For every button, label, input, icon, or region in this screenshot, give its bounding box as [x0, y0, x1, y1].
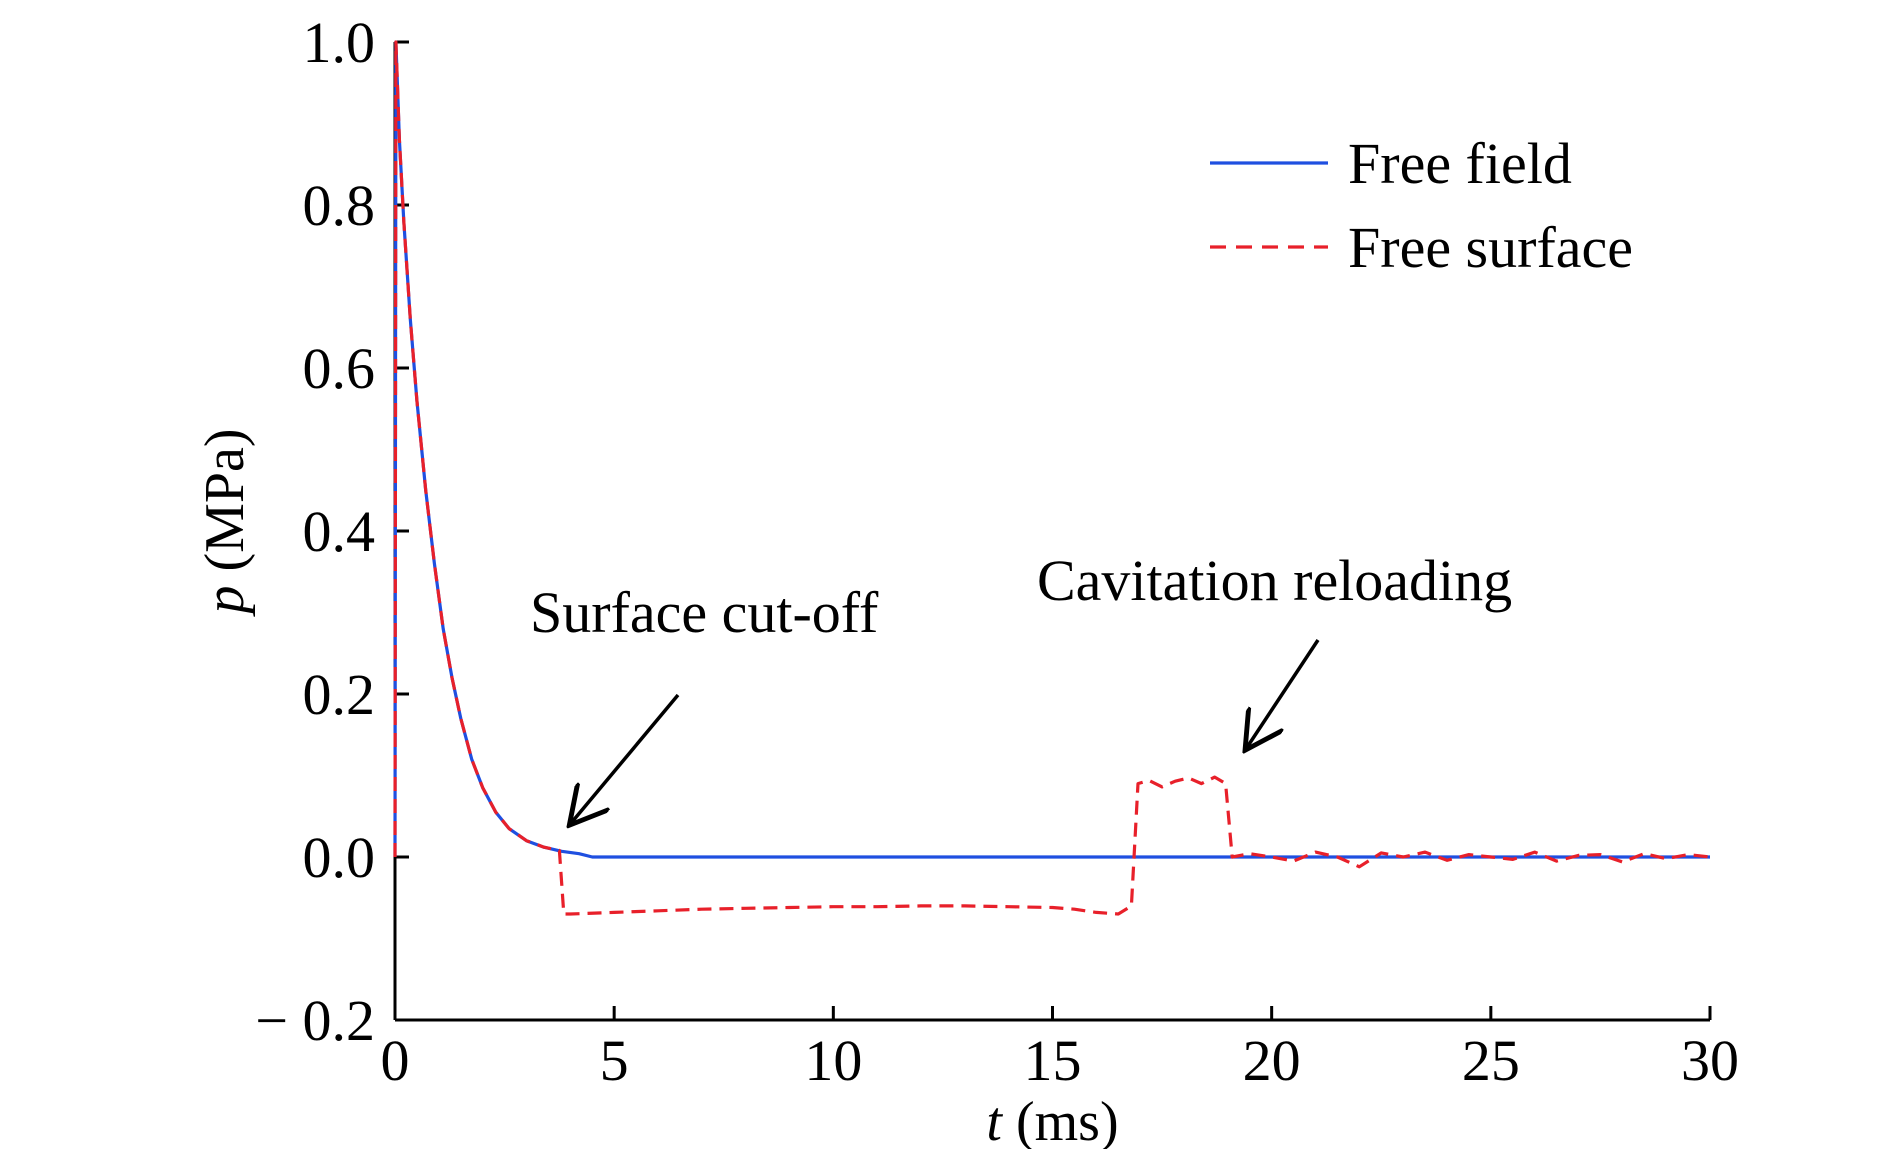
x-tick-label: 5 [600, 1028, 629, 1093]
annotation-surface-cutoff: Surface cut-off [530, 580, 879, 645]
y-tick-label: 0.0 [303, 825, 376, 890]
y-tick-label: 0.6 [303, 336, 376, 401]
legend-label-free-surface: Free surface [1348, 215, 1633, 280]
x-tick-label: 30 [1681, 1028, 1739, 1093]
legend: Free field Free surface [1210, 131, 1633, 280]
y-axis-variable: p [194, 586, 256, 618]
y-tick-label: 0.2 [303, 662, 376, 727]
x-axis-variable: t [986, 1091, 1003, 1149]
x-tick-label: 0 [381, 1028, 410, 1093]
legend-label-free-field: Free field [1348, 131, 1572, 196]
y-tick-label: 0.8 [303, 173, 376, 238]
y-tick-label: 0.4 [303, 499, 376, 564]
annotation-arrow-surface-cutoff [572, 693, 680, 823]
y-tick-label: − 0.2 [255, 988, 375, 1053]
x-tick-label: 10 [804, 1028, 862, 1093]
axes: 1.0 0.8 0.6 0.4 0.2 0.0 − 0.20 5 10 15 20 25 30 t (ms… [194, 10, 1739, 1149]
annotation-arrow-cavitation-reloading [1247, 639, 1320, 747]
y-axis-label: p (MPa) [194, 428, 256, 617]
series-line-free-field [393, 40, 1710, 859]
y-axis-unit: (MPa) [194, 428, 256, 585]
series-layer [393, 40, 1711, 916]
x-axis-label: t (ms) [986, 1091, 1118, 1149]
y-tick-label: 1.0 [303, 10, 376, 75]
annotations: Surface cut-off Cavitation reloading [530, 548, 1512, 823]
x-tick-label: 25 [1462, 1028, 1520, 1093]
x-axis-unit: (ms) [1002, 1091, 1119, 1149]
x-tick-label: 20 [1243, 1028, 1301, 1093]
x-tick-label: 15 [1024, 1028, 1082, 1093]
series-line-free-surface [393, 40, 1711, 916]
annotation-cavitation-reloading: Cavitation reloading [1037, 548, 1512, 613]
